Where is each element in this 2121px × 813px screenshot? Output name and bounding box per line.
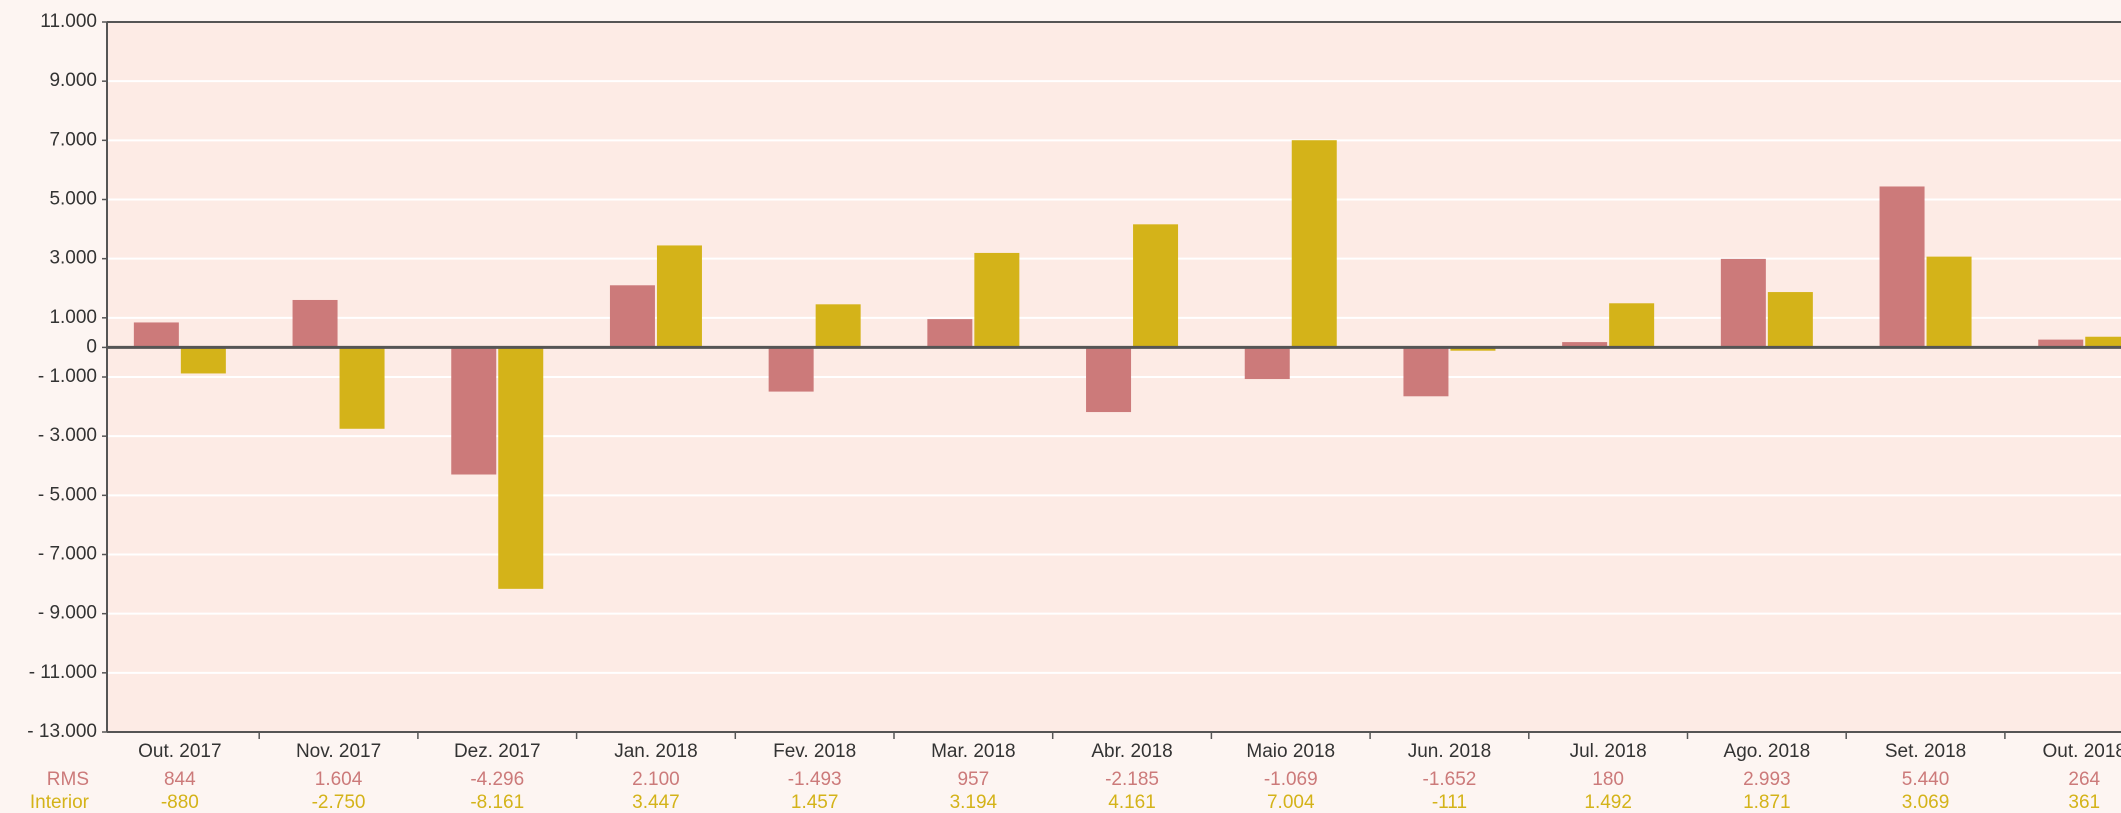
value-label: 3.069	[1902, 792, 1950, 813]
row-label: Interior	[30, 792, 90, 813]
value-label: 4.161	[1108, 792, 1156, 813]
bar	[1403, 347, 1449, 397]
x-tick-label: Set. 2018	[1885, 741, 1966, 762]
bar	[1926, 256, 1972, 348]
x-tick-label: Jan. 2018	[614, 741, 697, 762]
x-tick-label: Out. 2017	[138, 741, 221, 762]
value-label: 5.440	[1902, 769, 1950, 790]
y-tick-label: 9.000	[49, 70, 97, 91]
value-label: -1.493	[788, 769, 842, 790]
y-tick-label: 11.000	[40, 11, 97, 32]
value-label: 3.194	[950, 792, 998, 813]
x-tick-label: Nov. 2017	[296, 741, 381, 762]
value-label: -4.296	[470, 769, 524, 790]
value-label: 1.871	[1743, 792, 1791, 813]
y-tick-label: 5.000	[49, 189, 97, 210]
y-tick-label: - 7.000	[38, 544, 97, 565]
bar	[2038, 339, 2084, 348]
value-label: 2.100	[632, 769, 680, 790]
row-label: RMS	[47, 769, 89, 790]
bar	[133, 322, 179, 348]
y-tick-label: - 3.000	[38, 425, 97, 446]
bar	[656, 245, 702, 348]
value-label: 7.004	[1267, 792, 1315, 813]
bar	[974, 252, 1020, 348]
value-label: -2.750	[312, 792, 366, 813]
bar	[1291, 140, 1337, 348]
value-label: -8.161	[470, 792, 524, 813]
value-label: 957	[957, 769, 989, 790]
value-label: 3.447	[632, 792, 680, 813]
x-tick-label: Out. 2018	[2043, 741, 2121, 762]
bar	[1133, 224, 1179, 348]
bar	[1609, 303, 1655, 348]
value-label: 361	[2068, 792, 2100, 813]
bar	[609, 285, 655, 348]
value-label: 844	[164, 769, 196, 790]
y-tick-label: - 9.000	[38, 603, 97, 624]
value-label: -880	[161, 792, 199, 813]
bar	[1767, 292, 1813, 348]
bar	[498, 347, 544, 589]
bar	[180, 347, 226, 374]
x-tick-label: Maio 2018	[1246, 741, 1335, 762]
bar	[2085, 336, 2121, 348]
value-label: -1.652	[1423, 769, 1477, 790]
x-tick-label: Dez. 2017	[454, 741, 541, 762]
y-tick-label: 1.000	[49, 307, 97, 328]
bar	[1244, 347, 1290, 380]
y-tick-label: 7.000	[49, 129, 97, 150]
x-tick-label: Fev. 2018	[773, 741, 856, 762]
bar	[768, 347, 814, 392]
value-label: -1.069	[1264, 769, 1318, 790]
bar	[815, 304, 861, 348]
y-tick-label: - 13.000	[27, 721, 97, 742]
y-tick-label: - 11.000	[29, 662, 97, 683]
bar	[1720, 258, 1766, 348]
bar	[292, 299, 338, 348]
bar	[927, 319, 973, 348]
value-label: 1.492	[1584, 792, 1632, 813]
y-tick-label: 0	[86, 336, 97, 357]
bar	[1086, 347, 1132, 413]
value-label: -2.185	[1105, 769, 1159, 790]
value-label: 1.604	[315, 769, 363, 790]
x-tick-label: Jul. 2018	[1570, 741, 1647, 762]
bar	[1562, 342, 1608, 348]
value-label: 1.457	[791, 792, 839, 813]
y-tick-label: - 5.000	[38, 484, 97, 505]
bar	[451, 347, 497, 475]
bar	[1450, 347, 1496, 351]
value-label: 264	[2068, 769, 2100, 790]
x-tick-label: Jun. 2018	[1408, 741, 1491, 762]
value-label: -111	[1432, 792, 1467, 813]
bar	[339, 347, 385, 429]
x-tick-label: Mar. 2018	[931, 741, 1016, 762]
bar	[1879, 186, 1925, 348]
value-label: 2.993	[1743, 769, 1791, 790]
y-tick-label: 3.000	[49, 248, 97, 269]
x-tick-label: Abr. 2018	[1091, 741, 1172, 762]
y-tick-label: - 1.000	[38, 366, 97, 387]
x-tick-label: Ago. 2018	[1724, 741, 1811, 762]
value-label: 180	[1592, 769, 1624, 790]
